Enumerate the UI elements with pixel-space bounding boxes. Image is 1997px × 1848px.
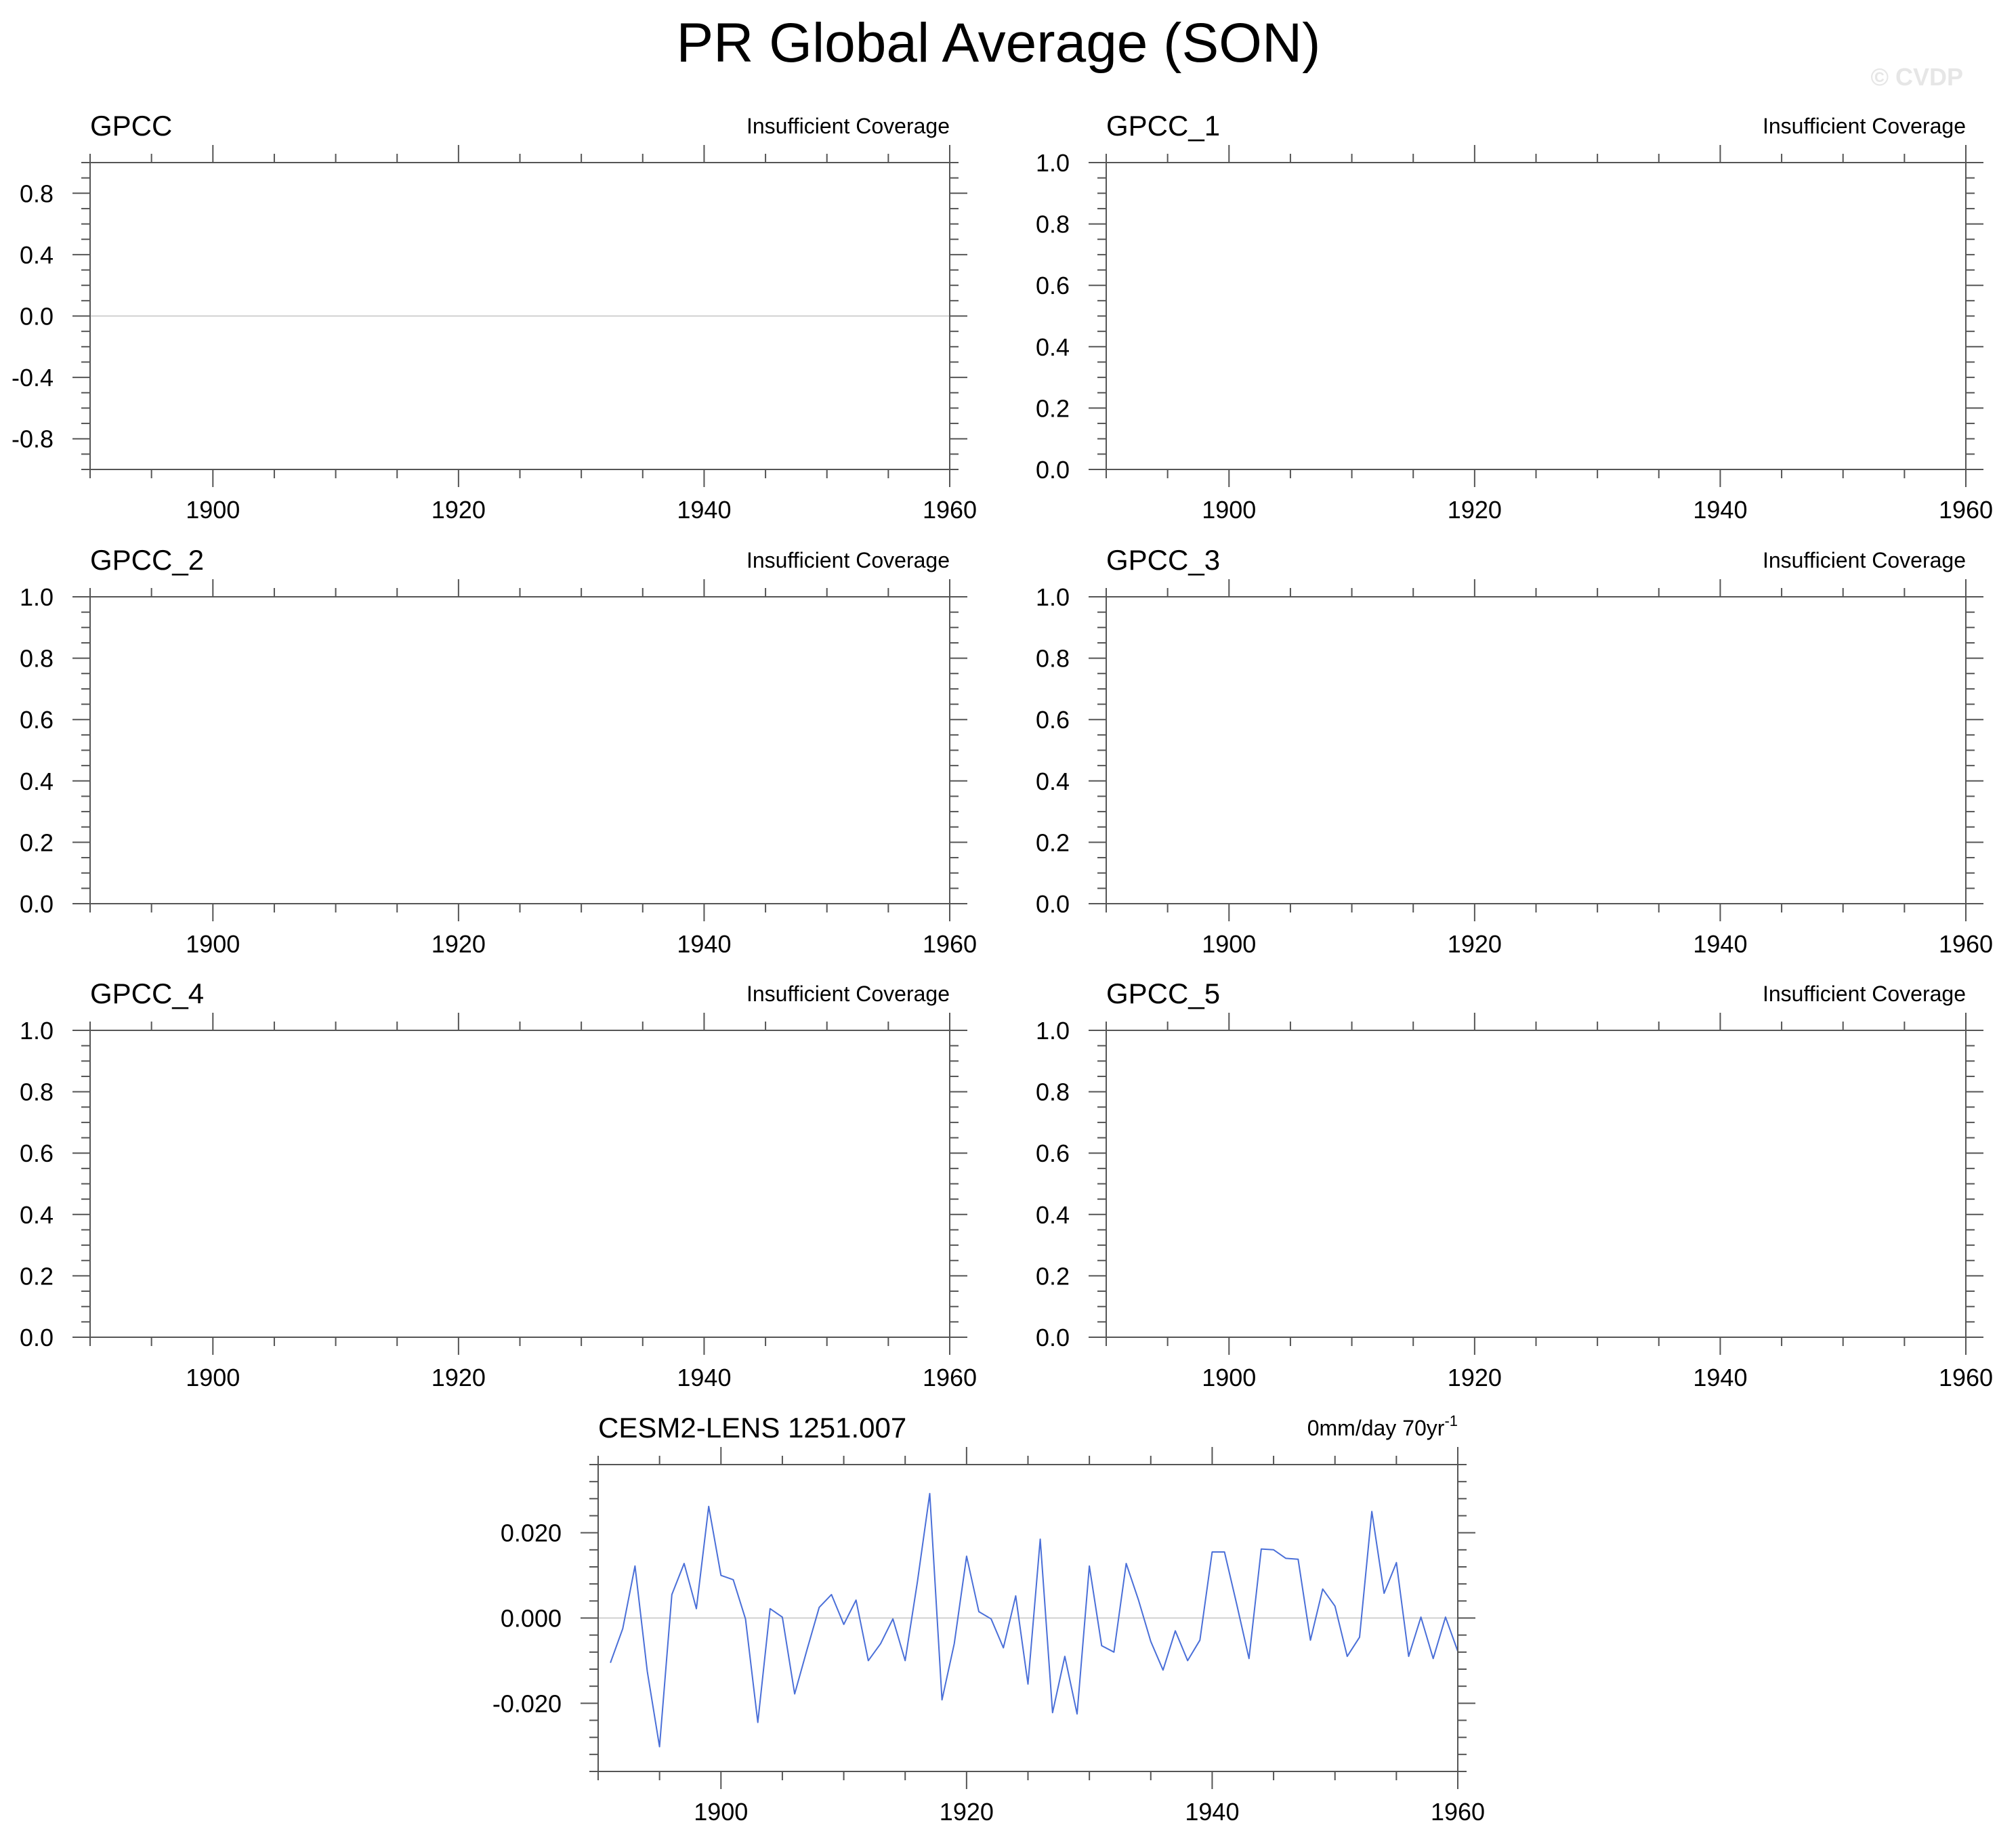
y-tick-label: -0.020 <box>492 1689 562 1717</box>
y-tick-label: 0.2 <box>1036 828 1070 856</box>
x-tick-label: 1940 <box>1185 1798 1239 1826</box>
x-tick-label: 1960 <box>923 930 977 958</box>
y-tick-label: 0.8 <box>1036 1078 1070 1106</box>
y-tick-label: 0.8 <box>1036 645 1070 673</box>
x-tick-label: 1960 <box>923 496 977 524</box>
y-tick-label: 0.2 <box>1036 1262 1070 1290</box>
y-tick-label: 0.4 <box>1036 333 1070 361</box>
y-tick-label: 0.4 <box>20 768 54 795</box>
figure-title: PR Global Average (SON) <box>676 12 1321 74</box>
x-tick-label: 1900 <box>1202 930 1256 958</box>
panel-note: Insufficient Coverage <box>747 982 950 1006</box>
y-tick-label: 0.2 <box>20 828 54 856</box>
y-tick-label: 0.2 <box>1036 394 1070 422</box>
x-tick-label: 1920 <box>432 930 486 958</box>
panel-note-superscript: -1 <box>1444 1412 1458 1429</box>
y-tick-label: 0.0 <box>20 303 54 331</box>
plot-frame <box>89 1030 950 1338</box>
y-tick-label: 1.0 <box>20 1017 54 1045</box>
y-tick-label: 0.4 <box>1036 1201 1070 1229</box>
y-tick-label: 0.6 <box>1036 272 1070 299</box>
x-tick-label: 1900 <box>186 930 240 958</box>
y-tick-label: 1.0 <box>1036 583 1070 611</box>
x-tick-label: 1940 <box>677 1364 731 1391</box>
y-tick-label: 0.4 <box>20 1201 54 1229</box>
y-tick-label: 0.8 <box>20 1078 54 1106</box>
panel-note: Insufficient Coverage <box>1763 982 1966 1006</box>
panel-title: GPCC <box>90 110 172 142</box>
panel-note: Insufficient Coverage <box>747 548 950 572</box>
x-tick-label: 1920 <box>1448 1364 1502 1391</box>
panel-note: Insufficient Coverage <box>1763 114 1966 138</box>
y-tick-label: 0.4 <box>20 241 54 269</box>
x-tick-label: 1940 <box>677 930 731 958</box>
y-tick-label: 1.0 <box>1036 149 1070 177</box>
panel-note: Insufficient Coverage <box>747 114 950 138</box>
panel-title: GPCC_5 <box>1106 978 1220 1009</box>
x-tick-label: 1960 <box>1939 496 1993 524</box>
y-tick-label: 0.6 <box>1036 1139 1070 1167</box>
x-tick-label: 1960 <box>1939 930 1993 958</box>
x-tick-label: 1920 <box>432 1364 486 1391</box>
y-tick-label: 0.2 <box>20 1262 54 1290</box>
x-tick-label: 1920 <box>1448 930 1502 958</box>
x-tick-label: 1920 <box>940 1798 994 1826</box>
panel-note: 0mm/day 70yr-1 <box>1307 1412 1458 1440</box>
plot-frame <box>89 596 950 904</box>
x-tick-label: 1900 <box>694 1798 748 1826</box>
panel-gpcc-3: GPCC_3 Insufficient Coverage 1900 1920 1940 1… <box>1036 544 1993 958</box>
panel-title: CESM2-LENS 1251.007 <box>598 1412 906 1444</box>
y-tick-label: 1.0 <box>1036 1017 1070 1045</box>
y-tick-label: 1.0 <box>20 583 54 611</box>
plot-frame <box>1106 596 1967 904</box>
x-tick-label: 1940 <box>1693 930 1747 958</box>
x-tick-label: 1940 <box>1693 496 1747 524</box>
x-tick-label: 1960 <box>1431 1798 1485 1826</box>
x-tick-label: 1960 <box>923 1364 977 1391</box>
x-tick-label: 1920 <box>1448 496 1502 524</box>
watermark: © CVDP <box>1870 63 1963 91</box>
panel-gpcc: GPCC Insufficient Coverage 1900 1920 1940 196… <box>12 110 977 524</box>
y-tick-label: 0.4 <box>1036 768 1070 795</box>
panel-note: Insufficient Coverage <box>1763 548 1966 572</box>
y-tick-label: 0.0 <box>1036 890 1070 918</box>
y-tick-label: 0.0 <box>1036 1324 1070 1351</box>
panel-gpcc-2: GPCC_2 Insufficient Coverage 1900 1920 1940 1… <box>20 544 977 958</box>
panel-cesm2-lens-1251-007: CESM2-LENS 1251.007 0mm/day 70yr-1 1900 192… <box>492 1412 1485 1826</box>
x-tick-label: 1940 <box>1693 1364 1747 1391</box>
panel-gpcc-4: GPCC_4 Insufficient Coverage 1900 1920 1940 1… <box>20 978 977 1391</box>
plot-frame <box>1106 1030 1967 1338</box>
series-line <box>610 1492 1458 1748</box>
y-tick-label: -0.8 <box>12 425 54 453</box>
y-tick-label: -0.4 <box>12 364 54 392</box>
y-tick-label: 0.0 <box>20 1324 54 1351</box>
x-tick-label: 1900 <box>1202 496 1256 524</box>
x-tick-label: 1900 <box>186 1364 240 1391</box>
panel-gpcc-1: GPCC_1 Insufficient Coverage 1900 1920 1940 1… <box>1036 110 1993 524</box>
panel-gpcc-5: GPCC_5 Insufficient Coverage 1900 1920 1940 1… <box>1036 978 1993 1391</box>
x-tick-label: 1920 <box>432 496 486 524</box>
panel-title: GPCC_1 <box>1106 110 1220 142</box>
y-tick-label: 0.6 <box>1036 706 1070 734</box>
x-tick-label: 1960 <box>1939 1364 1993 1391</box>
y-tick-label: 0.0 <box>1036 456 1070 484</box>
x-tick-label: 1900 <box>186 496 240 524</box>
panel-title: GPCC_3 <box>1106 544 1220 576</box>
y-tick-label: 0.8 <box>20 645 54 673</box>
y-tick-label: 0.8 <box>1036 211 1070 238</box>
y-tick-label: 0.000 <box>501 1605 562 1633</box>
y-tick-label: 0.6 <box>20 1139 54 1167</box>
y-tick-label: 0.020 <box>501 1519 562 1547</box>
y-tick-label: 0.8 <box>20 180 54 207</box>
panel-title: GPCC_2 <box>90 544 204 576</box>
x-tick-label: 1900 <box>1202 1364 1256 1391</box>
panel-title: GPCC_4 <box>90 978 204 1009</box>
x-tick-label: 1940 <box>677 496 731 524</box>
plot-frame <box>1106 162 1967 470</box>
y-tick-label: 0.6 <box>20 706 54 734</box>
y-tick-label: 0.0 <box>20 890 54 918</box>
